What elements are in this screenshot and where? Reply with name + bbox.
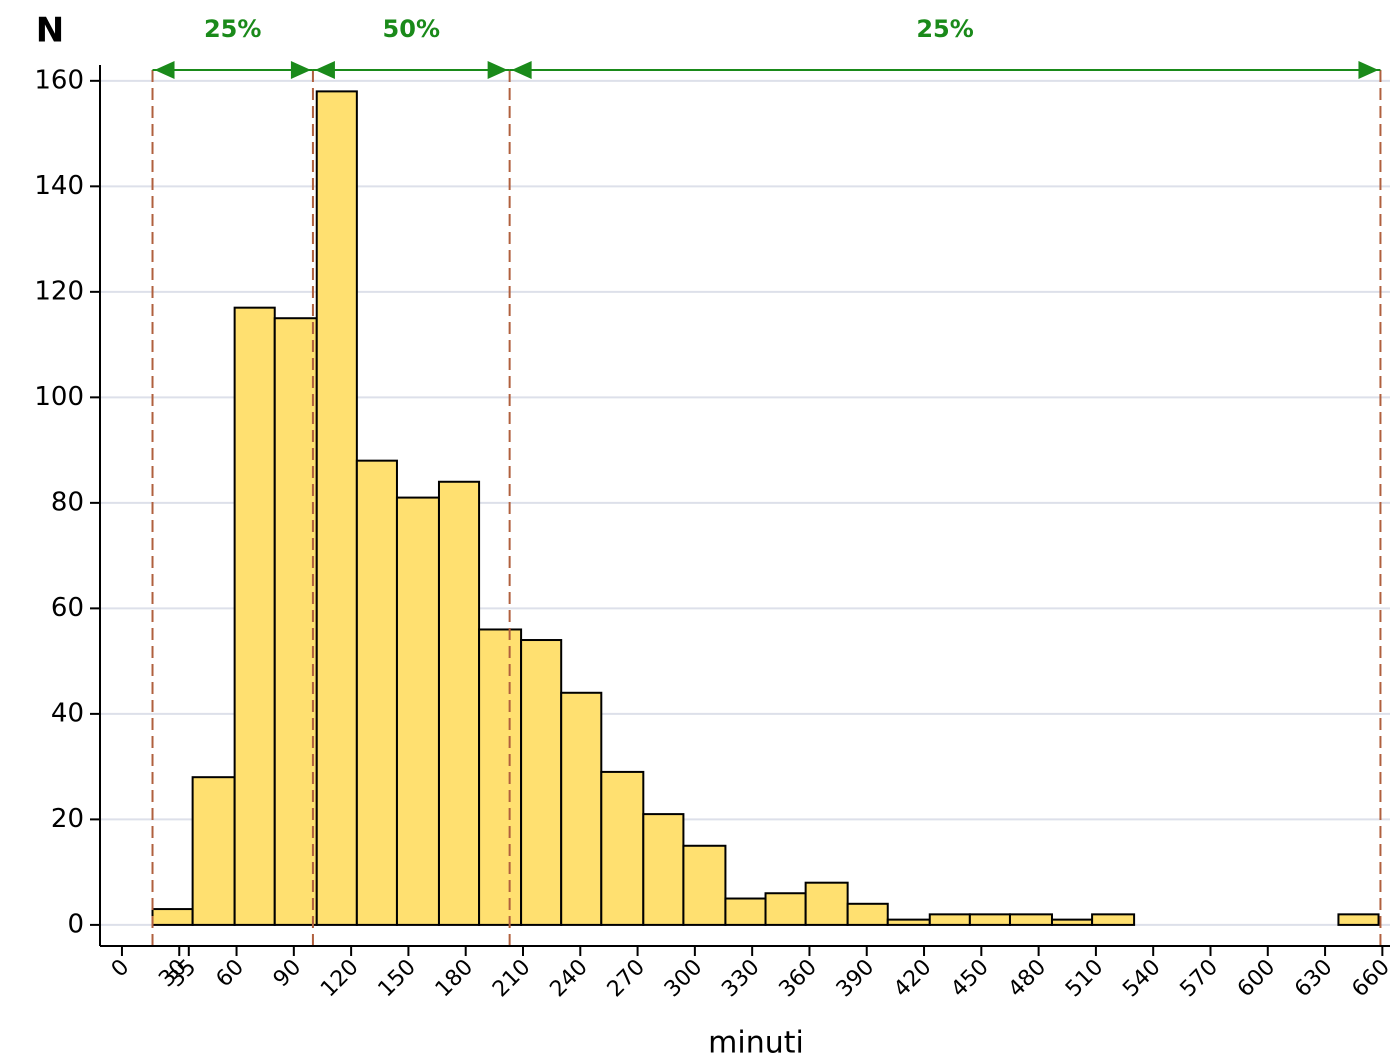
- bar: [520, 639, 563, 926]
- bar: [395, 496, 440, 926]
- x-tick-label: 570: [1176, 955, 1223, 1002]
- x-tick-label: 270: [603, 955, 650, 1002]
- bar: [233, 306, 276, 926]
- bar: [355, 459, 398, 926]
- bar: [968, 913, 1011, 926]
- bar: [682, 844, 727, 926]
- bar: [560, 691, 603, 926]
- bar: [1008, 913, 1053, 926]
- x-tick-label: 120: [316, 955, 363, 1002]
- x-tick-label: 90: [269, 955, 306, 992]
- bar: [886, 918, 931, 926]
- x-tick-label: 450: [946, 955, 993, 1002]
- x-tick-label: 150: [374, 955, 421, 1002]
- bar: [1337, 913, 1380, 926]
- y-tick-label: 80: [51, 487, 84, 517]
- x-tick-label: 660: [1347, 955, 1394, 1002]
- x-tick-label: 210: [488, 955, 535, 1002]
- y-tick-label: 20: [51, 804, 84, 834]
- x-tick-label: 240: [545, 955, 592, 1002]
- y-tick-label: 160: [34, 65, 84, 95]
- x-tick-label: 300: [660, 955, 707, 1002]
- x-tick-label: 180: [431, 955, 478, 1002]
- x-tick-label: 600: [1233, 955, 1280, 1002]
- x-tick-label: 420: [889, 955, 936, 1002]
- x-tick-label: 480: [1004, 955, 1051, 1002]
- annotation: 50%: [383, 15, 440, 43]
- bar: [846, 902, 889, 926]
- annotation: 25%: [916, 15, 973, 43]
- y-tick-label: 100: [34, 382, 84, 412]
- bar: [1050, 918, 1094, 926]
- bar: [478, 628, 523, 926]
- bar: [724, 897, 767, 926]
- bar: [273, 317, 318, 926]
- x-axis-label: minuti: [708, 1026, 804, 1059]
- bar: [315, 90, 358, 926]
- bar: [764, 892, 807, 926]
- x-tick-label: 540: [1118, 955, 1165, 1002]
- x-tick-label: 60: [212, 955, 249, 992]
- x-tick-label: 630: [1290, 955, 1337, 1002]
- bar: [804, 881, 849, 926]
- bar: [191, 776, 236, 926]
- y-tick-label: 120: [34, 276, 84, 306]
- y-tick-label: 0: [67, 909, 84, 939]
- bar: [437, 480, 481, 926]
- bar: [600, 770, 645, 926]
- y-tick-label: 40: [51, 698, 84, 728]
- bar: [1091, 913, 1136, 926]
- x-tick-label: 510: [1061, 955, 1108, 1002]
- bar: [642, 813, 685, 926]
- x-tick-label: 0: [107, 955, 135, 983]
- x-tick-label: 330: [717, 955, 764, 1002]
- y-tick-label: 60: [51, 593, 84, 623]
- annotation: 25%: [204, 15, 261, 43]
- y-tick-label: 140: [34, 171, 84, 201]
- bar: [151, 908, 194, 926]
- bar: [928, 913, 971, 926]
- y-axis-label: N: [36, 11, 64, 51]
- arrow-head: [314, 61, 508, 79]
- x-tick-label: 360: [775, 955, 822, 1002]
- x-tick-label: 390: [832, 955, 879, 1002]
